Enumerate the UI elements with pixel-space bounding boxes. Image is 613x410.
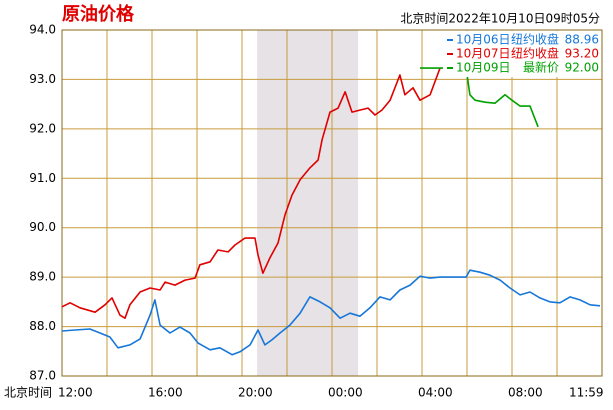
chart-subtitle: 北京时间2022年10月10日09时05分 [400, 12, 600, 26]
chart-title: 原油价格 [62, 3, 135, 25]
y-tick-label: 92.0 [29, 121, 56, 135]
legend-label: 纽约收盘 [511, 32, 559, 47]
price-line [61, 269, 601, 356]
y-tick-label: 91.0 [29, 171, 56, 185]
x-tick-label: 16:00 [148, 386, 183, 400]
x-tick-label: 20:00 [238, 386, 273, 400]
y-tick-label: 94.0 [29, 23, 56, 37]
x-tick-label: 08:00 [508, 386, 543, 400]
legend-name: 10月06日 [456, 33, 511, 47]
x-tick-label: 00:00 [328, 386, 363, 400]
x-tick-label: 11:59 [569, 386, 604, 400]
legend-label: 纽约收盘 [511, 46, 559, 61]
y-tick-label: 88.0 [29, 319, 56, 333]
legend-name: 10月07日 [456, 47, 511, 61]
legend-name: 10月09日 [456, 61, 511, 75]
y-tick-label: 93.0 [29, 72, 56, 86]
plot-frame [61, 29, 603, 377]
legend-value: 88.96 [565, 33, 599, 47]
y-tick-label: 87.0 [29, 369, 56, 383]
price-line [420, 67, 539, 128]
x-tick-label: 12:00 [58, 386, 93, 400]
legend-value: 93.20 [565, 47, 599, 61]
y-tick-label: 90.0 [29, 220, 56, 234]
price-line [61, 67, 441, 319]
shaded-band [257, 30, 359, 376]
y-tick-label: 89.0 [29, 270, 56, 284]
x-axis-label: 北京时间 [4, 386, 52, 400]
legend-value: 92.00 [565, 61, 599, 75]
legend-label: 最新价 [523, 60, 559, 75]
legend-box [443, 31, 601, 77]
x-tick-label: 04:00 [418, 386, 453, 400]
